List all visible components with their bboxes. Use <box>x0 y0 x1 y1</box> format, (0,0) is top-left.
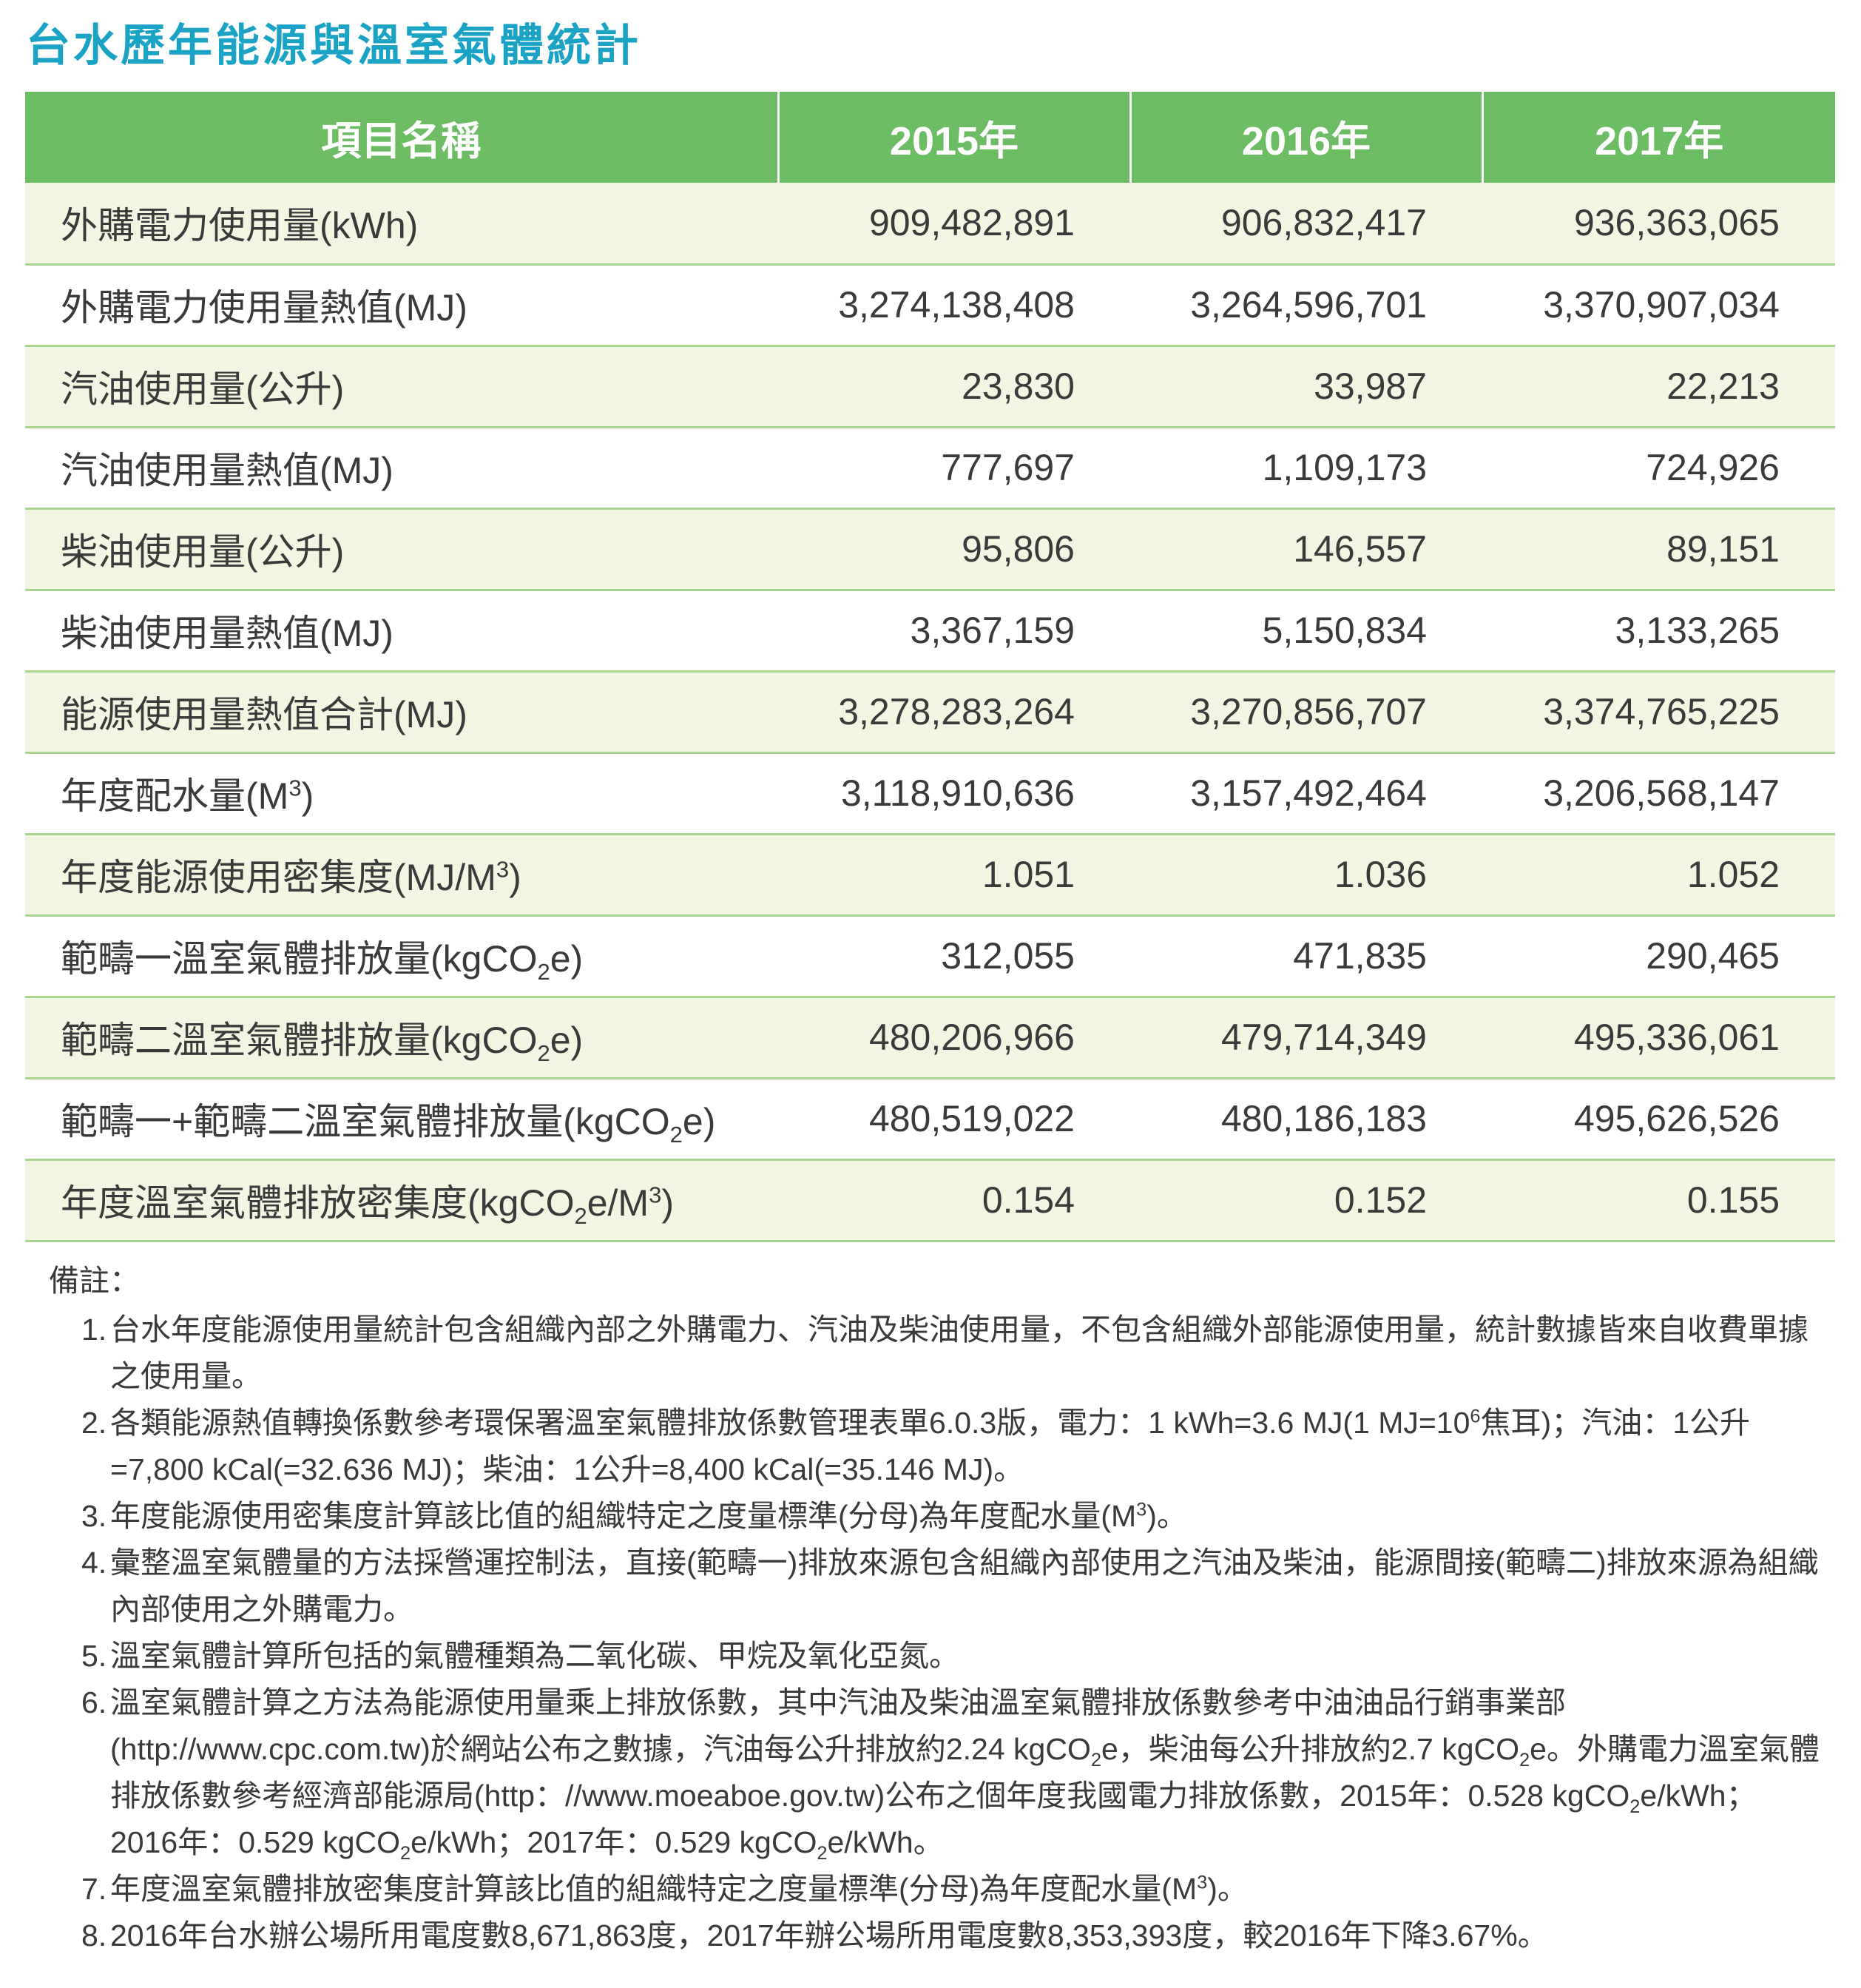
cell-2016: 480,186,183 <box>1220 1098 1427 1139</box>
cell-2017: 1.052 <box>1686 854 1780 895</box>
cell-2015: 3,278,283,264 <box>838 691 1075 732</box>
table-row: 汽油使用量熱值(MJ) 777,697 1,109,173 724,926 <box>25 427 1835 508</box>
cell-2017: 22,213 <box>1666 365 1780 407</box>
note-number: 6. <box>81 1685 107 1719</box>
column-header-item-name: 項目名稱 <box>321 119 482 164</box>
energy-ghg-stats-table: 項目名稱 2015年 2016年 2017年 外購電力使用量(kWh) 909,… <box>25 92 1835 1242</box>
cell-2017: 724,926 <box>1646 447 1780 488</box>
table-row: 年度能源使用密集度(MJ/M3) 1.051 1.036 1.052 <box>25 834 1835 915</box>
column-header-2016: 2016年 <box>1129 92 1482 183</box>
note-item: 5. 溫室氣體計算所包括的氣體種類為二氧化碳、甲烷及氧化亞氮。 <box>49 1633 1820 1679</box>
cell-2016: 33,987 <box>1314 365 1427 407</box>
cell-2017: 495,626,526 <box>1573 1098 1780 1139</box>
cell-2017: 3,370,907,034 <box>1543 284 1780 326</box>
column-header-2015: 2015年 <box>777 92 1130 183</box>
row-label: 汽油使用量(公升) <box>61 368 345 410</box>
row-label: 柴油使用量(公升) <box>61 531 345 573</box>
table-row: 外購電力使用量熱值(MJ) 3,274,138,408 3,264,596,70… <box>25 264 1835 346</box>
cell-2015: 777,697 <box>941 447 1075 488</box>
table-row: 外購電力使用量(kWh) 909,482,891 906,832,417 936… <box>25 183 1835 264</box>
note-number: 3. <box>81 1499 107 1533</box>
table-row: 年度配水量(M3) 3,118,910,636 3,157,492,464 3,… <box>25 752 1835 834</box>
cell-2015: 0.154 <box>982 1179 1075 1221</box>
cell-2016: 471,835 <box>1293 935 1427 977</box>
notes-heading: 備註： <box>49 1264 140 1298</box>
table-row: 汽油使用量(公升) 23,830 33,987 22,213 <box>25 346 1835 427</box>
cell-2015: 1.051 <box>982 854 1075 895</box>
row-label: 外購電力使用量(kWh) <box>61 205 419 247</box>
cell-2017: 89,151 <box>1666 528 1780 570</box>
table-row: 能源使用量熱值合計(MJ) 3,278,283,264 3,270,856,70… <box>25 671 1835 752</box>
cell-2015: 23,830 <box>962 365 1075 407</box>
row-label: 範疇一溫室氣體排放量(kgCO2e) <box>61 938 584 985</box>
note-number: 1. <box>81 1313 107 1347</box>
page-title: 台水歷年能源與溫室氣體統計 <box>26 21 641 70</box>
table-row: 柴油使用量(公升) 95,806 146,557 89,151 <box>25 508 1835 590</box>
row-label: 外購電力使用量熱值(MJ) <box>61 287 467 328</box>
note-item: 1. 台水年度能源使用量統計包含組織內部之外購電力、汽油及柴油使用量，不包含組織外… <box>49 1307 1820 1400</box>
notes-section: 備註： 1. 台水年度能源使用量統計包含組織內部之外購電力、汽油及柴油使用量，不包… <box>49 1258 1820 1959</box>
cell-2017: 495,336,061 <box>1573 1017 1780 1058</box>
note-item: 3. 年度能源使用密集度計算該比值的組織特定之度量標準(分母)為年度配水量(M3)… <box>49 1493 1820 1540</box>
table-row: 柴油使用量熱值(MJ) 3,367,159 5,150,834 3,133,26… <box>25 590 1835 671</box>
table-header-row: 項目名稱 2015年 2016年 2017年 <box>25 92 1835 183</box>
note-number: 5. <box>81 1639 107 1673</box>
row-label: 汽油使用量熱值(MJ) <box>61 450 394 491</box>
cell-2017: 0.155 <box>1686 1179 1780 1221</box>
cell-2017: 3,206,568,147 <box>1543 772 1780 814</box>
cell-2015: 3,367,159 <box>910 610 1075 651</box>
cell-2017: 290,465 <box>1646 935 1780 977</box>
cell-2015: 312,055 <box>941 935 1075 977</box>
row-label: 範疇二溫室氣體排放量(kgCO2e) <box>61 1020 584 1066</box>
cell-2017: 3,133,265 <box>1615 610 1780 651</box>
cell-2016: 1,109,173 <box>1262 447 1427 488</box>
cell-2016: 146,557 <box>1293 528 1427 570</box>
cell-2016: 3,264,596,701 <box>1190 284 1427 326</box>
row-label: 年度配水量(M3) <box>61 775 314 817</box>
note-number: 8. <box>81 1918 107 1952</box>
cell-2016: 0.152 <box>1334 1179 1427 1221</box>
cell-2015: 95,806 <box>962 528 1075 570</box>
row-label: 年度溫室氣體排放密集度(kgCO2e/M3) <box>61 1182 674 1229</box>
column-header-2017: 2017年 <box>1481 92 1835 183</box>
notes-list: 1. 台水年度能源使用量統計包含組織內部之外購電力、汽油及柴油使用量，不包含組織外… <box>49 1307 1820 1959</box>
cell-2016: 3,270,856,707 <box>1190 691 1427 732</box>
cell-2016: 479,714,349 <box>1220 1017 1427 1058</box>
cell-2015: 3,118,910,636 <box>840 772 1075 814</box>
cell-2015: 3,274,138,408 <box>838 284 1075 326</box>
row-label: 年度能源使用密集度(MJ/M3) <box>61 856 521 898</box>
note-item: 2. 各類能源熱值轉換係數參考環保署溫室氣體排放係數管理表單6.0.3版，電力：1… <box>49 1400 1820 1493</box>
cell-2015: 480,206,966 <box>868 1017 1075 1058</box>
table-row: 年度溫室氣體排放密集度(kgCO2e/M3) 0.154 0.152 0.155 <box>25 1159 1835 1241</box>
note-number: 4. <box>81 1546 107 1580</box>
cell-2016: 5,150,834 <box>1262 610 1427 651</box>
note-number: 7. <box>81 1872 107 1906</box>
row-label: 範疇一+範疇二溫室氣體排放量(kgCO2e) <box>61 1101 716 1148</box>
table-row: 範疇一+範疇二溫室氣體排放量(kgCO2e) 480,519,022 480,1… <box>25 1078 1835 1159</box>
note-item: 8. 2016年台水辦公場所用電度數8,671,863度，2017年辦公場所用電… <box>49 1913 1820 1959</box>
cell-2016: 906,832,417 <box>1220 202 1427 244</box>
cell-2017: 936,363,065 <box>1573 202 1780 244</box>
table-row: 範疇二溫室氣體排放量(kgCO2e) 480,206,966 479,714,3… <box>25 997 1835 1078</box>
cell-2015: 480,519,022 <box>868 1098 1075 1139</box>
table-row: 範疇一溫室氣體排放量(kgCO2e) 312,055 471,835 290,4… <box>25 915 1835 997</box>
note-item: 4. 彙整溫室氣體量的方法採營運控制法，直接(範疇一)排放來源包含組織內部使用之汽… <box>49 1540 1820 1633</box>
cell-2016: 3,157,492,464 <box>1190 772 1427 814</box>
cell-2017: 3,374,765,225 <box>1543 691 1780 732</box>
note-item: 6. 溫室氣體計算之方法為能源使用量乘上排放係數，其中汽油及柴油溫室氣體排放係數參… <box>49 1679 1820 1866</box>
cell-2015: 909,482,891 <box>868 202 1075 244</box>
row-label: 能源使用量熱值合計(MJ) <box>61 694 467 735</box>
row-label: 柴油使用量熱值(MJ) <box>61 613 394 654</box>
cell-2016: 1.036 <box>1334 854 1427 895</box>
note-number: 2. <box>81 1406 107 1440</box>
note-item: 7. 年度溫室氣體排放密集度計算該比值的組織特定之度量標準(分母)為年度配水量(M… <box>49 1866 1820 1913</box>
